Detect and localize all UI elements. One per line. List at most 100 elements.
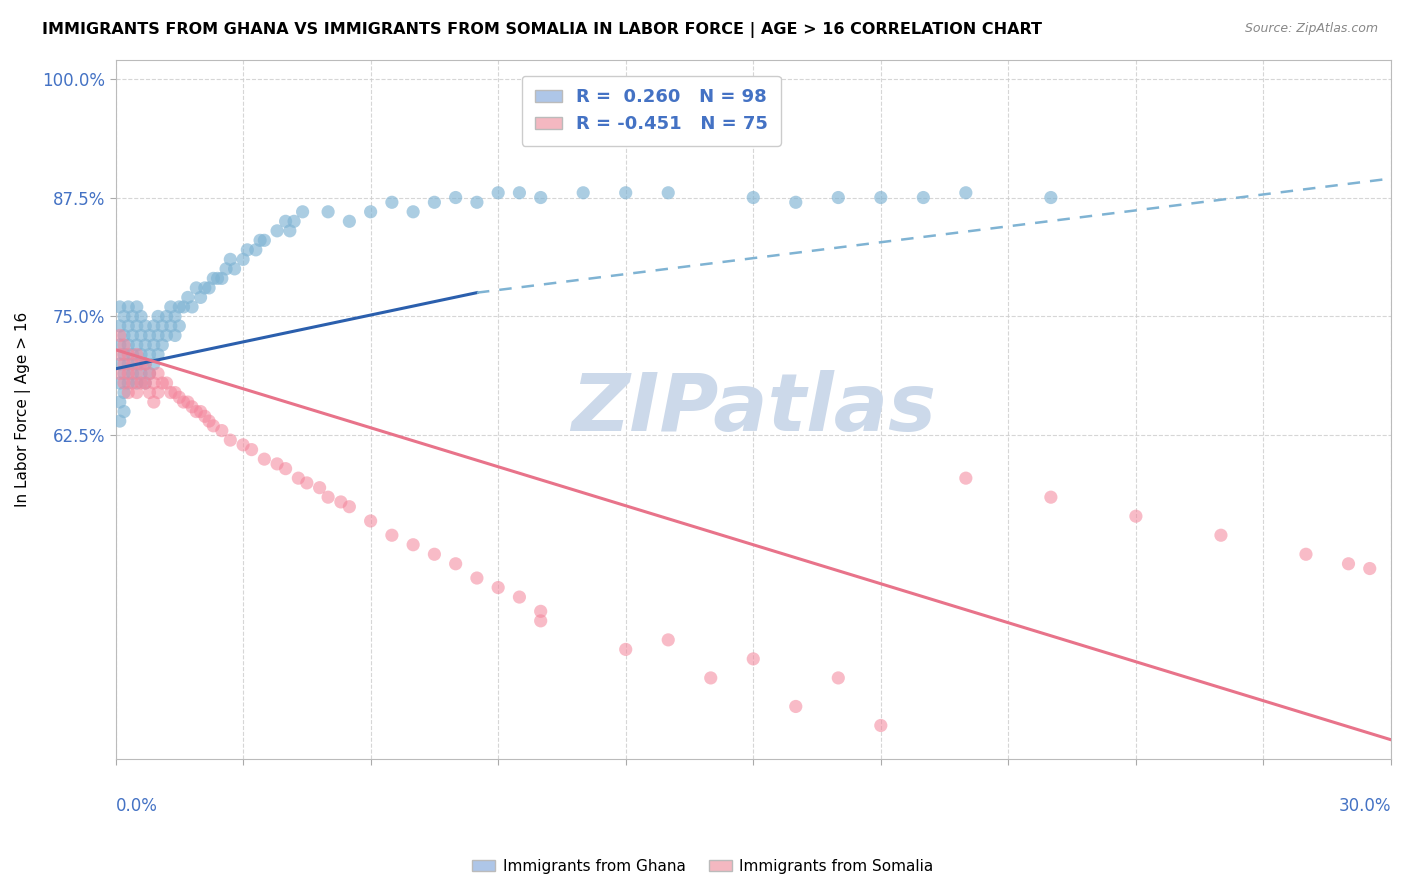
Point bbox=[190, 404, 212, 418]
Point bbox=[150, 338, 173, 352]
Point bbox=[146, 347, 169, 361]
Point bbox=[486, 581, 509, 595]
Point bbox=[112, 338, 135, 352]
Point bbox=[1358, 561, 1381, 575]
Y-axis label: In Labor Force | Age > 16: In Labor Force | Age > 16 bbox=[15, 311, 31, 507]
Point bbox=[700, 671, 723, 685]
Point bbox=[266, 224, 288, 238]
Point bbox=[159, 385, 181, 400]
Point bbox=[316, 490, 339, 504]
Text: Source: ZipAtlas.com: Source: ZipAtlas.com bbox=[1244, 22, 1378, 36]
Point bbox=[155, 376, 177, 390]
Point bbox=[198, 281, 221, 295]
Point bbox=[117, 347, 139, 361]
Point bbox=[121, 328, 143, 343]
Point bbox=[108, 395, 131, 409]
Point bbox=[337, 214, 360, 228]
Point bbox=[112, 347, 135, 361]
Point bbox=[129, 347, 152, 361]
Point bbox=[955, 471, 977, 485]
Point bbox=[125, 357, 148, 371]
Point bbox=[287, 471, 309, 485]
Point bbox=[274, 214, 297, 228]
Text: IMMIGRANTS FROM GHANA VS IMMIGRANTS FROM SOMALIA IN LABOR FORCE | AGE > 16 CORRE: IMMIGRANTS FROM GHANA VS IMMIGRANTS FROM… bbox=[42, 22, 1042, 38]
Point bbox=[129, 310, 152, 324]
Point bbox=[423, 195, 446, 210]
Point bbox=[249, 233, 271, 247]
Point bbox=[274, 461, 297, 475]
Point bbox=[112, 310, 135, 324]
Point bbox=[138, 385, 160, 400]
Point bbox=[278, 224, 301, 238]
Point bbox=[125, 376, 148, 390]
Point bbox=[142, 376, 165, 390]
Point bbox=[108, 318, 131, 333]
Point bbox=[108, 357, 131, 371]
Point bbox=[827, 190, 849, 204]
Point bbox=[232, 438, 254, 452]
Point bbox=[236, 243, 259, 257]
Point bbox=[108, 376, 131, 390]
Point bbox=[530, 604, 553, 618]
Point bbox=[150, 376, 173, 390]
Point bbox=[827, 671, 849, 685]
Point bbox=[117, 318, 139, 333]
Point bbox=[134, 338, 156, 352]
Point bbox=[215, 261, 238, 276]
Point bbox=[146, 367, 169, 381]
Point bbox=[129, 367, 152, 381]
Point bbox=[1039, 490, 1062, 504]
Point bbox=[1125, 509, 1147, 524]
Point bbox=[121, 367, 143, 381]
Point bbox=[283, 214, 305, 228]
Point bbox=[108, 338, 131, 352]
Point bbox=[117, 338, 139, 352]
Point bbox=[486, 186, 509, 200]
Point bbox=[142, 357, 165, 371]
Point bbox=[169, 390, 191, 404]
Point bbox=[219, 252, 242, 267]
Point bbox=[121, 310, 143, 324]
Point bbox=[129, 357, 152, 371]
Point bbox=[508, 590, 530, 604]
Point bbox=[530, 614, 553, 628]
Point bbox=[381, 195, 404, 210]
Point bbox=[423, 547, 446, 561]
Point bbox=[742, 190, 765, 204]
Point bbox=[194, 281, 217, 295]
Point bbox=[129, 328, 152, 343]
Point bbox=[186, 404, 208, 418]
Point bbox=[134, 357, 156, 371]
Point bbox=[108, 300, 131, 314]
Point bbox=[245, 243, 267, 257]
Point bbox=[165, 328, 187, 343]
Point bbox=[108, 414, 131, 428]
Point bbox=[1295, 547, 1317, 561]
Point bbox=[202, 418, 225, 433]
Point bbox=[134, 357, 156, 371]
Point bbox=[508, 186, 530, 200]
Point bbox=[211, 424, 233, 438]
Point bbox=[202, 271, 225, 285]
Point bbox=[402, 204, 425, 219]
Point bbox=[108, 367, 131, 381]
Point bbox=[177, 290, 200, 304]
Point bbox=[159, 300, 181, 314]
Point bbox=[165, 385, 187, 400]
Point bbox=[142, 338, 165, 352]
Point bbox=[224, 261, 246, 276]
Point bbox=[912, 190, 935, 204]
Point bbox=[337, 500, 360, 514]
Point bbox=[121, 347, 143, 361]
Point bbox=[465, 571, 488, 585]
Point bbox=[108, 347, 131, 361]
Text: 30.0%: 30.0% bbox=[1339, 797, 1391, 815]
Point bbox=[146, 328, 169, 343]
Point bbox=[173, 395, 195, 409]
Point bbox=[253, 233, 276, 247]
Point bbox=[253, 452, 276, 467]
Point bbox=[530, 190, 553, 204]
Point bbox=[177, 395, 200, 409]
Point bbox=[869, 190, 891, 204]
Point bbox=[572, 186, 595, 200]
